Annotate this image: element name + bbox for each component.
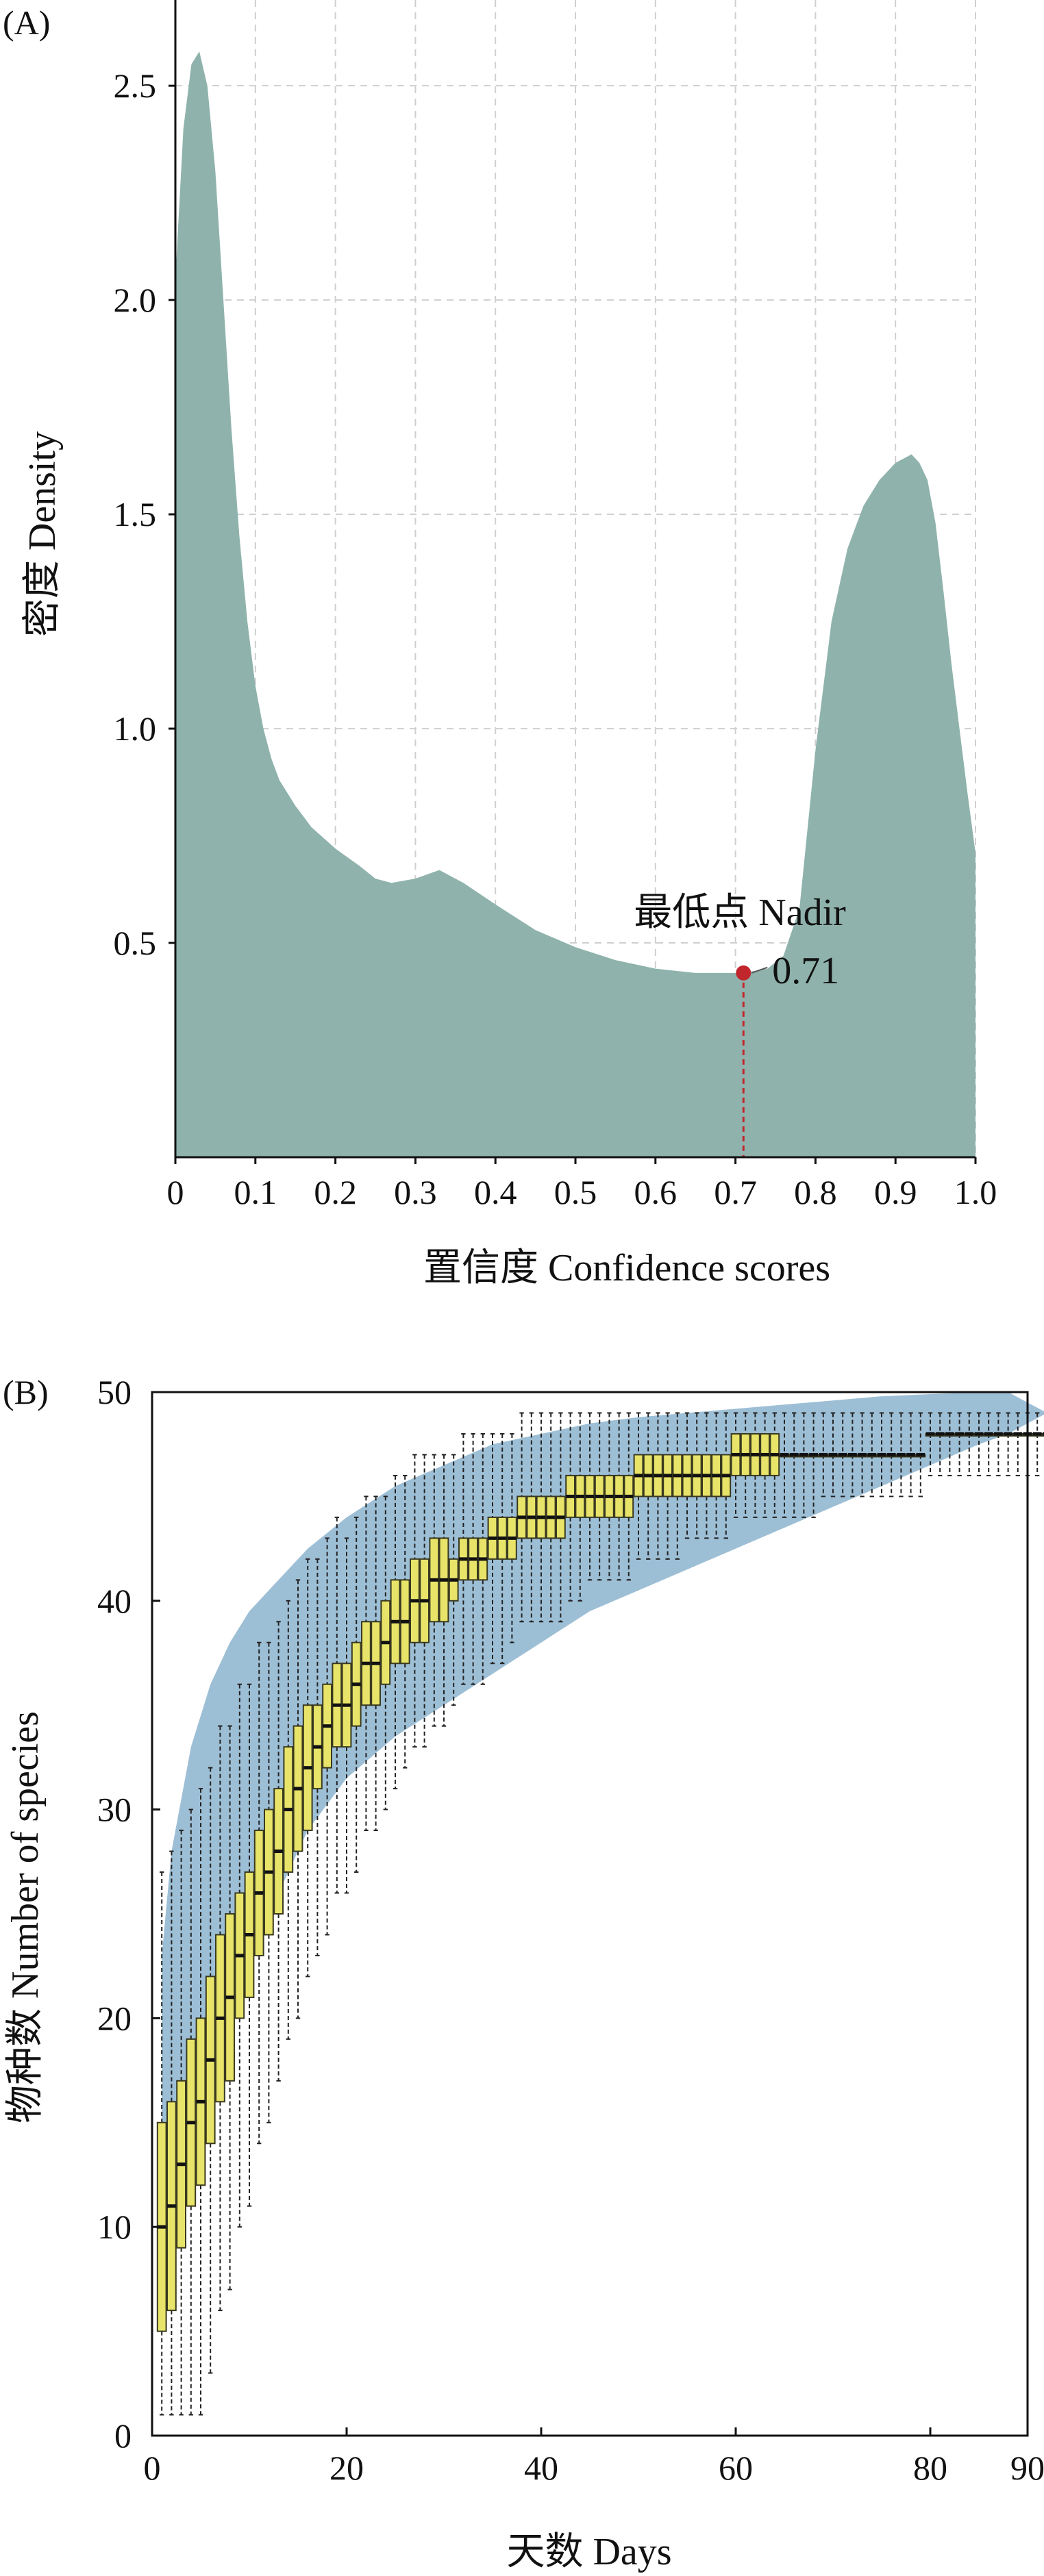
x-tick-label: 0.5 [554,1173,597,1211]
panel-label-a: (A) [3,3,50,42]
y-tick-label: 2.0 [114,281,157,319]
species-x-axis-label: 天数 Days [506,2531,671,2573]
species-x-ticks: 0 20 40 60 80 90 [144,2427,1044,2487]
y-tick-label: 50 [97,1373,132,1411]
density-area [175,51,975,1158]
nadir-label: 最低点 Nadir [634,892,846,934]
x-tick-label: 0.1 [234,1173,277,1211]
x-tick-label: 80 [913,2449,947,2487]
y-tick-label: 10 [97,2208,132,2246]
y-tick-label: 0 [114,2416,132,2455]
species-boxplots [156,1412,1044,2416]
x-tick-label: 90 [1010,2449,1044,2487]
y-tick-label: 2.5 [114,66,157,105]
x-tick-label: 0 [167,1173,184,1211]
x-tick-label: 0.2 [314,1173,357,1211]
density-chart: 最低点 Nadir 0.71 0 0.1 0.2 0.3 0.4 0.5 0.6 0.7 0.8… [3,0,997,1289]
density-x-axis-label: 置信度 Confidence scores [423,1247,830,1289]
nadir-leader-line [751,966,768,974]
x-tick-label: 0.4 [474,1173,517,1211]
panel-label-b: (B) [3,1373,49,1411]
nadir-value: 0.71 [772,950,839,992]
species-y-ticks: 0 10 20 30 40 50 [97,1373,160,2455]
x-tick-label: 60 [719,2449,753,2487]
density-x-ticks: 0 0.1 0.2 0.3 0.4 0.5 0.6 0.7 0.8 0.9 1.0 [167,1157,997,1211]
species-y-axis-label: 物种数 Number of species [4,1711,47,2123]
y-tick-label: 30 [97,1791,132,1829]
y-tick-label: 40 [97,1582,132,1620]
y-tick-label: 20 [97,1999,132,2037]
density-y-axis-label: 密度 Density [21,431,64,637]
x-tick-label: 1.0 [954,1173,997,1211]
x-tick-label: 0 [144,2449,161,2487]
x-tick-label: 0.3 [394,1173,437,1211]
y-tick-label: 1.5 [114,495,157,533]
x-tick-label: 0.8 [794,1173,837,1211]
x-tick-label: 40 [524,2449,558,2487]
y-tick-label: 1.0 [114,709,157,748]
species-accumulation-chart: 0 20 40 60 80 90 0 10 20 30 40 50 (B) 天数 Days 物种数 … [3,1373,1044,2573]
x-tick-label: 0.9 [874,1173,917,1211]
x-tick-label: 0.6 [634,1173,678,1211]
y-tick-label: 0.5 [114,924,157,962]
nadir-point [736,965,751,981]
density-y-ticks: 0.5 1.0 1.5 2.0 2.5 [114,66,175,962]
x-tick-label: 20 [330,2449,364,2487]
x-tick-label: 0.7 [714,1173,757,1211]
